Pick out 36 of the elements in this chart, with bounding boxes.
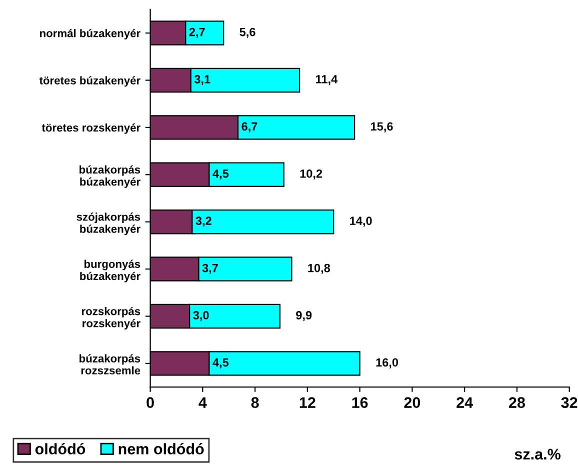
total-label: 11,4 [316, 75, 338, 86]
y-tick-label: búzakorpás búzakenyér [80, 165, 140, 188]
x-tick-label: 8 [251, 397, 259, 408]
data-label: 3,2 [196, 216, 212, 227]
x-tick-label: 0 [146, 397, 154, 408]
y-tick-label: normál búzakenyér [40, 28, 140, 40]
x-tick-label: 24 [456, 397, 473, 408]
x-tick-label: 12 [300, 397, 316, 408]
total-label: 9,9 [296, 311, 312, 322]
data-label: 4,5 [212, 170, 229, 180]
y-tick-label: búzakorpás rozszsemle [80, 354, 140, 374]
legend-label: oldódó [35, 443, 86, 454]
data-label: 3,0 [193, 311, 209, 322]
total-label: 5,6 [240, 28, 256, 38]
total-label: 10,8 [308, 264, 330, 274]
y-tick-label: töretes rozskenyér [42, 123, 140, 134]
x-tick-label: 20 [404, 397, 420, 408]
x-axis-title: sz.a.% [514, 448, 560, 460]
legend-label: nem oldódó [118, 443, 204, 454]
data-label: 4,5 [212, 358, 229, 368]
y-tick-label: szójakorpás búzakenyér [76, 212, 140, 236]
total-label: 10,2 [300, 169, 322, 180]
y-tick-label: rozskorpás rozskenyér [82, 306, 140, 330]
x-tick-label: 16 [352, 397, 368, 408]
x-tick-label: 28 [508, 397, 525, 408]
x-tick-label: 32 [561, 397, 578, 408]
total-label: 14,0 [350, 216, 372, 227]
x-tick-label: 4 [198, 397, 207, 408]
total-label: 16,0 [376, 358, 398, 368]
total-label: 15,6 [371, 122, 393, 132]
data-label: 3,1 [194, 75, 210, 86]
y-tick-label: töretes búzakenyér [39, 76, 140, 87]
y-tick-label: burgonyás búzakenyér [80, 260, 140, 282]
data-label: 3,7 [202, 264, 218, 274]
data-label: 2,7 [189, 28, 205, 38]
data-label: 6,7 [242, 122, 258, 132]
